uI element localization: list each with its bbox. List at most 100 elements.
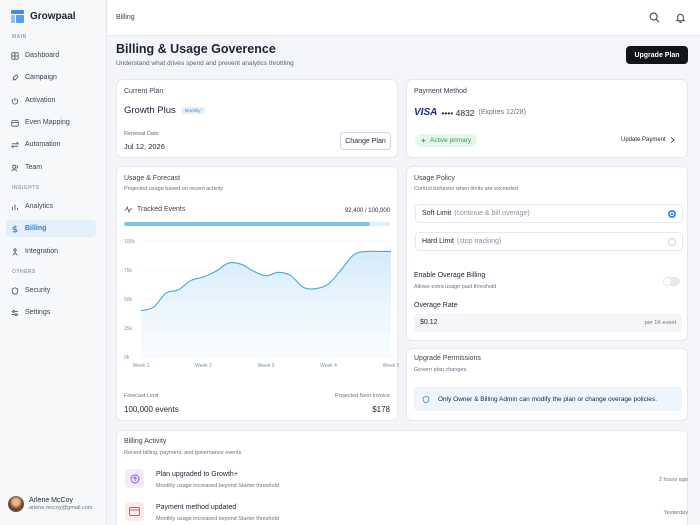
current-plan-card: Current Plan Growth Plus Monthly Renewal… <box>116 79 398 158</box>
y-tick-label: 25k <box>124 326 133 332</box>
sidebar-item-label: Team <box>25 164 43 171</box>
search-icon[interactable] <box>649 12 660 23</box>
activity-subtitle: Recent billing, payment, and governance … <box>124 450 242 456</box>
change-plan-button[interactable]: Change Plan <box>340 132 391 150</box>
usage-policy-card: Usage Policy Control behavior when limit… <box>406 166 688 341</box>
x-tick-label: Week 5 <box>383 363 399 369</box>
x-tick-label: Week 1 <box>133 363 150 369</box>
overage-subtitle: Allows extra usage past threshold <box>414 284 497 290</box>
permissions-note: Only Owner & Billing Admin can modify th… <box>414 387 682 411</box>
bell-icon[interactable] <box>675 12 686 23</box>
integration-icon <box>12 247 18 255</box>
soft-limit-label: Soft Limit <box>422 210 452 217</box>
hard-limit-hint: (stop tracking) <box>456 238 502 245</box>
permissions-title: Upgrade Permissions <box>414 355 481 362</box>
sidebar-item-analytics[interactable]: Analytics <box>6 198 96 215</box>
activity-item-desc: Monthly usage increased beyond Starter t… <box>156 483 279 489</box>
brand-name: Growpaal <box>30 11 76 22</box>
topbar: Billing <box>108 0 700 36</box>
sidebar: Growpaal MAIN Dashboard Campaign Activat… <box>0 0 107 525</box>
sidebar-item-team[interactable]: Team <box>6 159 96 176</box>
activity-item-desc: Monthly usage increased beyond Starter t… <box>156 516 279 522</box>
nav-section-insights: INSIGHTS <box>12 185 40 191</box>
activity-item-time: Yesterday <box>663 510 688 516</box>
usage-progress-fill <box>124 222 370 226</box>
sidebar-item-activation[interactable]: Activation <box>6 92 96 109</box>
dashboard-icon <box>11 51 19 60</box>
arrows-icon <box>11 141 19 148</box>
policy-title: Usage Policy <box>414 175 455 182</box>
tracked-events-value: 92,400 / 100,000 <box>344 208 390 214</box>
sidebar-item-label: Dashboard <box>25 52 60 59</box>
page-subtitle: Understand what drives spend and prevent… <box>116 60 294 67</box>
upgrade-permissions-card: Upgrade Permissions Govern plan changes … <box>406 348 688 421</box>
tracked-events-label: Tracked Events <box>137 206 186 213</box>
sidebar-item-settings[interactable]: Settings <box>6 304 96 321</box>
usage-progress-bar <box>124 222 390 226</box>
activity-title: Billing Activity <box>124 438 167 445</box>
sidebar-item-integration[interactable]: Integration <box>6 243 96 260</box>
sidebar-item-security[interactable]: Security <box>6 282 96 299</box>
rocket-icon <box>12 74 19 81</box>
forecast-label: Forecast Limit <box>124 393 159 399</box>
permissions-subtitle: Govern plan changes <box>414 367 467 373</box>
brand[interactable]: Growpaal <box>11 10 76 23</box>
soft-limit-radio[interactable] <box>668 210 676 218</box>
nav-section-others: OTHERS <box>12 269 36 275</box>
y-tick-label: 50k <box>124 297 133 303</box>
settings-icon <box>11 309 19 316</box>
avatar <box>8 496 24 512</box>
soft-limit-hint: (continue & bill overage) <box>454 210 530 217</box>
profile-email: arlene.mccoy@gmail.com <box>29 505 93 511</box>
usage-forecast-card: Usage & Forecast Projected usage based o… <box>116 166 399 421</box>
users-icon <box>11 164 19 171</box>
usage-area <box>141 251 391 357</box>
calendar-icon <box>11 119 19 127</box>
sidebar-item-dashboard[interactable]: Dashboard <box>6 47 96 64</box>
payment-method-title: Payment Method <box>414 88 467 95</box>
x-tick-label: Week 2 <box>195 363 212 369</box>
overage-rate-unit: per 1K event <box>644 320 676 326</box>
shield-icon <box>422 395 430 403</box>
renewal-date: Jul 12, 2026 <box>124 142 165 151</box>
list-item[interactable]: Payment method updated Monthly usage inc… <box>125 502 691 525</box>
list-item[interactable]: Plan upgraded to Growth+ Monthly usage i… <box>125 469 691 497</box>
status-text: Active primary <box>430 137 472 144</box>
sidebar-item-label: Activation <box>25 97 56 104</box>
overage-rate-field[interactable]: $0.12 per 1K event <box>414 314 682 332</box>
sidebar-item-label: Billing <box>25 225 47 232</box>
update-payment-link[interactable]: Update Payment <box>621 137 675 143</box>
policy-subtitle: Control behavior when limits are exceede… <box>414 186 518 192</box>
soft-limit-option[interactable]: Soft Limit (continue & bill overage) <box>415 204 683 223</box>
hard-limit-label: Hard Limit <box>422 238 454 245</box>
x-tick-label: Week 3 <box>258 363 275 369</box>
y-tick-label: 75k <box>124 268 133 274</box>
tracked-events-label-row: Tracked Events <box>124 206 185 213</box>
activity-item-title: Payment method updated <box>156 504 237 511</box>
power-icon <box>11 97 19 104</box>
overage-toggle[interactable] <box>663 277 680 286</box>
invoice-label: Projected Next Invoice <box>334 393 390 399</box>
usage-line <box>140 250 391 312</box>
user-profile[interactable]: Arlene McCoy arlene.mccoy@gmail.com <box>8 496 92 512</box>
plan-badge: Monthly <box>180 107 205 114</box>
plus-icon <box>421 138 426 143</box>
card-row: VISA •••• 4832 (Expires 12/28) <box>414 107 526 118</box>
sidebar-item-automation[interactable]: Automation <box>6 136 96 153</box>
activity-item-title: Plan upgraded to Growth+ <box>156 471 238 478</box>
upgrade-plan-button[interactable]: Upgrade Plan <box>626 46 688 64</box>
sidebar-item-campaign[interactable]: Campaign <box>6 69 96 86</box>
y-tick-label: 100k <box>124 239 135 245</box>
billing-activity-card: Billing Activity Recent billing, payment… <box>116 430 688 525</box>
sidebar-item-label: Campaign <box>25 74 57 81</box>
renewal-label: Renewal Date <box>124 131 159 137</box>
hard-limit-radio[interactable] <box>668 238 676 246</box>
activity-icon <box>124 206 133 213</box>
brand-logo-icon <box>11 10 24 23</box>
update-payment-label: Update Payment <box>621 137 666 143</box>
sidebar-item-even-mapping[interactable]: Even Mapping <box>6 114 96 131</box>
sidebar-item-billing[interactable]: Billing <box>6 220 96 237</box>
hard-limit-option[interactable]: Hard Limit (stop tracking) <box>415 232 683 251</box>
x-tick-label: Week 4 <box>320 363 337 369</box>
